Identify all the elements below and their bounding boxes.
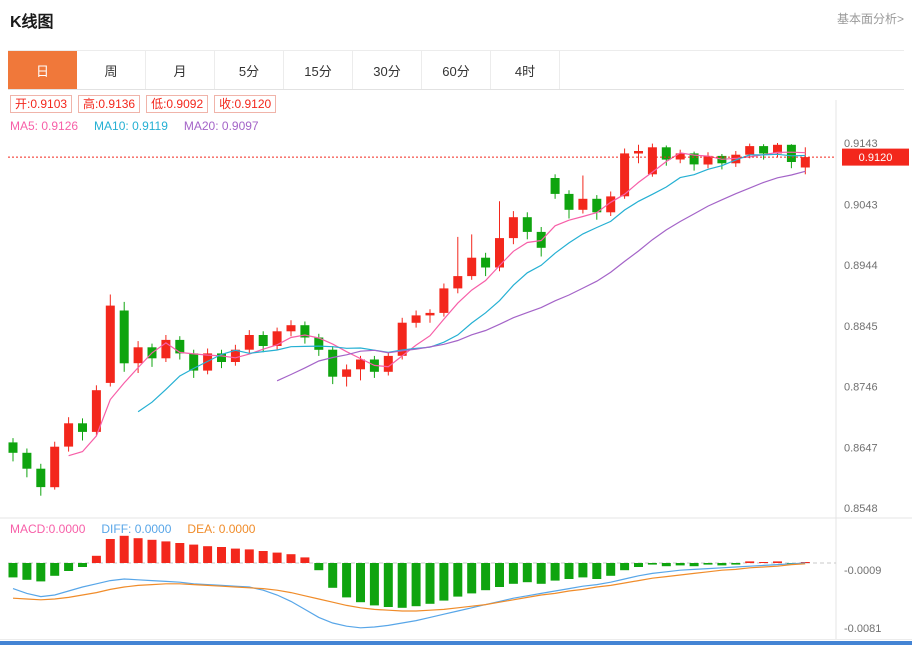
svg-text:0.8548: 0.8548 <box>844 503 878 515</box>
macd-legend-item: MACD:0.0000 <box>10 522 86 536</box>
ma5-line <box>68 151 806 457</box>
ohlc-legend: 开:0.9103 高:0.9136 低:0.9092 收:0.9120 <box>10 95 277 113</box>
tab-day[interactable]: 日 <box>8 51 77 89</box>
svg-text:0.8845: 0.8845 <box>844 321 878 333</box>
ma-legend: MA5: 0.9126 MA10: 0.9119 MA20: 0.9097 <box>10 119 259 133</box>
macd-legend: MACD:0.0000 DIFF: 0.0000 DEA: 0.0000 <box>10 522 255 536</box>
ma5-legend-item: MA5: 0.9126 <box>10 119 79 133</box>
page-title: K线图 <box>10 14 54 31</box>
svg-text:0.8647: 0.8647 <box>844 442 878 454</box>
svg-text:-0.0009: -0.0009 <box>844 565 881 577</box>
tab-week[interactable]: 周 <box>77 51 146 89</box>
bottom-accent-bar <box>0 641 912 645</box>
macd-axis-labels: -0.0009 -0.0081 <box>844 565 881 635</box>
dea-line <box>12 563 806 612</box>
svg-text:-0.0081: -0.0081 <box>844 623 881 635</box>
current-price-tag-value: 0.9120 <box>859 152 893 164</box>
svg-text:0.8746: 0.8746 <box>844 382 878 394</box>
ma20-line <box>276 170 806 382</box>
dea-legend-item: DEA: 0.0000 <box>187 522 256 536</box>
tab-15min[interactable]: 15分 <box>284 51 353 89</box>
ohlc-open: 开:0.9103 <box>10 95 73 113</box>
macd-histogram <box>8 535 810 608</box>
chart-area: 0.9120 0.9143 0.9043 0.8944 0.8845 0.8746 0.86… <box>0 92 912 646</box>
tab-5min[interactable]: 5分 <box>215 51 284 89</box>
tab-4hour[interactable]: 4时 <box>491 51 560 89</box>
svg-text:0.9043: 0.9043 <box>844 199 878 211</box>
price-axis-labels: 0.9143 0.9043 0.8944 0.8845 0.8746 0.8647 0.85… <box>844 138 878 515</box>
candlestick-layer <box>8 143 810 496</box>
ma10-line <box>137 153 806 413</box>
diff-legend-item: DIFF: 0.0000 <box>101 522 172 536</box>
ma20-legend-item: MA20: 0.9097 <box>183 119 259 133</box>
tab-month[interactable]: 月 <box>146 51 215 89</box>
tab-60min[interactable]: 60分 <box>422 51 491 89</box>
fundamental-analysis-link[interactable]: 基本面分析> <box>836 12 904 26</box>
ohlc-close: 收:0.9120 <box>214 95 277 113</box>
ma10-legend-item: MA10: 0.9119 <box>94 119 168 133</box>
kline-chart[interactable]: 0.9120 0.9143 0.9043 0.8944 0.8845 0.8746 0.86… <box>0 92 912 646</box>
diff-line <box>12 562 806 629</box>
svg-text:0.8944: 0.8944 <box>844 260 878 272</box>
svg-text:0.9143: 0.9143 <box>844 138 878 150</box>
current-price-tag <box>842 148 909 166</box>
ohlc-low: 低:0.9092 <box>146 95 209 113</box>
timeframe-tabs: 日周月 5分 15分 30分 60分 4时 <box>8 50 904 90</box>
ohlc-high: 高:0.9136 <box>78 95 141 113</box>
tab-30min[interactable]: 30分 <box>353 51 422 89</box>
